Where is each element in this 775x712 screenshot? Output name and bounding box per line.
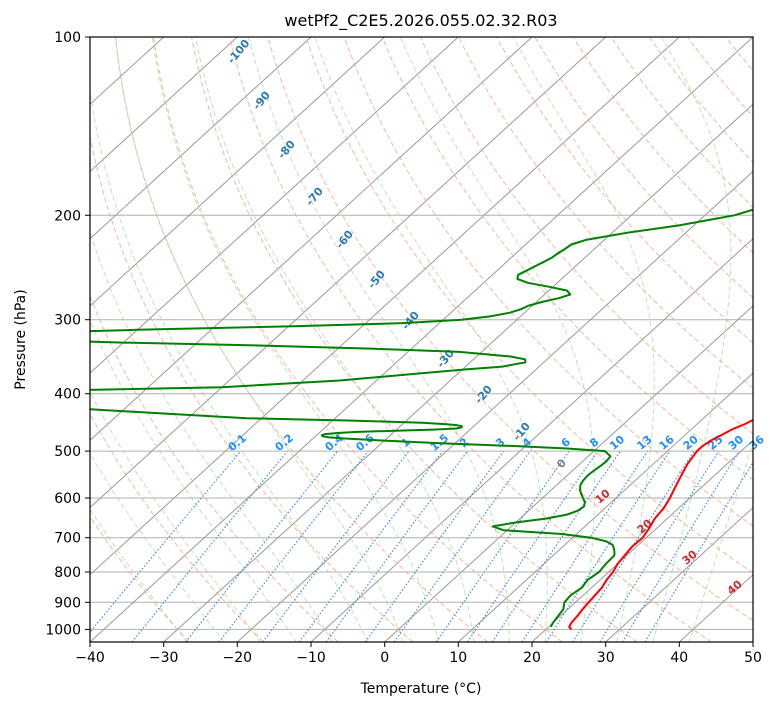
x-tick-label: 40 xyxy=(670,650,688,666)
y-tick-label: 700 xyxy=(54,531,81,547)
x-tick-label: 20 xyxy=(523,650,541,666)
x-tick-label: 10 xyxy=(449,650,467,666)
y-tick-label: 300 xyxy=(54,313,81,329)
x-tick-label: −40 xyxy=(75,650,105,666)
y-tick-label: 1000 xyxy=(45,622,81,638)
y-tick-label: 400 xyxy=(54,387,81,403)
y-tick-label: 200 xyxy=(54,208,81,224)
x-tick-label: −20 xyxy=(223,650,253,666)
y-axis-label: Pressure (hPa) xyxy=(13,289,29,389)
x-tick-label: −10 xyxy=(296,650,326,666)
x-tick-label: 0 xyxy=(380,650,389,666)
x-tick-label: 50 xyxy=(744,650,762,666)
y-tick-label: 500 xyxy=(54,444,81,460)
y-tick-label: 900 xyxy=(54,595,81,611)
y-tick-label: 600 xyxy=(54,491,81,507)
chart-title: wetPf2_C2E5.2026.055.02.32.R03 xyxy=(284,11,557,31)
x-tick-label: 30 xyxy=(597,650,615,666)
y-tick-label: 100 xyxy=(54,30,81,46)
x-axis-label: Temperature (°C) xyxy=(360,681,482,697)
y-tick-label: 800 xyxy=(54,565,81,581)
x-tick-label: −30 xyxy=(149,650,179,666)
